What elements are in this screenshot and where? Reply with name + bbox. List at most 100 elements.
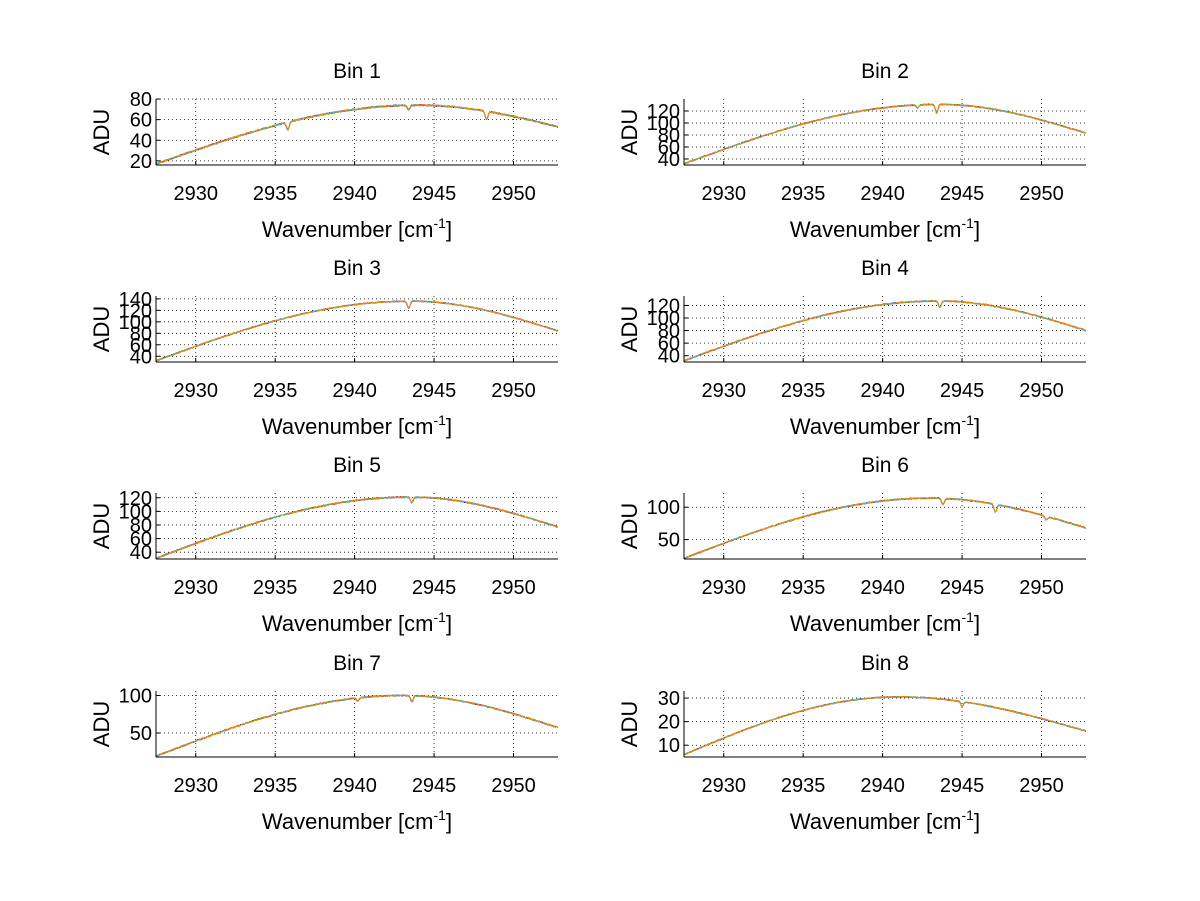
subplot-title: Bin 5	[333, 454, 381, 477]
subplot-title: Bin 4	[861, 257, 909, 280]
x-tick-label: 2935	[781, 775, 826, 797]
y-tick-label: 80	[130, 89, 152, 111]
x-tick-label: 2945	[940, 775, 985, 797]
series-group	[156, 104, 558, 165]
y-tick-label: 60	[658, 333, 680, 355]
x-tick-label: 2935	[253, 577, 298, 599]
subplot-title: Bin 3	[333, 257, 381, 280]
x-tick-label: 2930	[173, 577, 218, 599]
y-tick-label: 40	[130, 542, 152, 564]
x-tick-label: 2935	[253, 183, 298, 205]
axes-background	[156, 493, 558, 559]
x-tick-label: 2945	[412, 775, 457, 797]
axes-background	[684, 296, 1086, 362]
y-tick-label: 50	[658, 530, 680, 552]
subplot-6: 2930 2935 2940 2945 2950 50 100 Bin 6 ADU Wavenum…	[617, 454, 1086, 636]
x-tick-label: 2945	[940, 380, 985, 402]
x-tick-label: 2950	[491, 183, 536, 205]
x-tick-label: 2940	[860, 775, 905, 797]
y-tick-label: 20	[658, 712, 680, 734]
y-tick-label: 40	[658, 149, 680, 171]
y-axis-label: ADU	[617, 306, 642, 352]
x-tick-label: 2935	[781, 380, 826, 402]
x-tick-label: 2930	[173, 775, 218, 797]
x-tick-label: 2950	[1019, 380, 1064, 402]
x-tick-label: 2945	[412, 183, 457, 205]
y-axis-label: ADU	[617, 503, 642, 549]
y-tick-label: 100	[647, 113, 680, 135]
y-tick-label: 40	[658, 346, 680, 368]
y-tick-label: 120	[647, 295, 680, 317]
y-tick-label: 40	[130, 130, 152, 152]
y-tick-label: 60	[130, 110, 152, 132]
series-group	[684, 300, 1086, 362]
y-tick-label: 40	[130, 346, 152, 368]
x-tick-label: 2930	[701, 183, 746, 205]
y-axis-label: ADU	[89, 701, 114, 747]
x-axis-label: Wavenumber [cm-1]	[262, 215, 452, 242]
x-tick-label: 2935	[253, 380, 298, 402]
x-tick-label: 2950	[1019, 183, 1064, 205]
x-axis-label: Wavenumber [cm-1]	[790, 609, 980, 636]
y-axis-label: ADU	[617, 701, 642, 747]
x-tick-label: 2930	[173, 380, 218, 402]
y-tick-label: 80	[658, 321, 680, 343]
subplot-7: 2930 2935 2940 2945 2950 50 100 Bin 7 ADU Wavenum…	[89, 652, 558, 834]
x-tick-label: 2940	[860, 577, 905, 599]
x-tick-label: 2940	[332, 380, 377, 402]
series-line	[684, 103, 1086, 165]
x-axis-label: Wavenumber [cm-1]	[790, 807, 980, 834]
y-tick-label: 50	[130, 723, 152, 745]
y-tick-label: 10	[658, 735, 680, 757]
x-tick-label: 2930	[701, 577, 746, 599]
y-tick-label: 80	[130, 323, 152, 345]
y-tick-label: 60	[130, 529, 152, 551]
x-tick-label: 2945	[940, 183, 985, 205]
series-group	[684, 497, 1086, 559]
y-axis-label: ADU	[89, 109, 114, 155]
x-tick-label: 2935	[781, 577, 826, 599]
x-tick-label: 2940	[860, 380, 905, 402]
x-axis-label: Wavenumber [cm-1]	[790, 215, 980, 242]
x-tick-label: 2950	[1019, 577, 1064, 599]
series-line	[156, 694, 558, 757]
y-tick-label: 100	[647, 308, 680, 330]
x-tick-label: 2940	[332, 577, 377, 599]
y-axis-label: ADU	[89, 503, 114, 549]
axes-background	[684, 99, 1086, 165]
y-axis-label: ADU	[617, 109, 642, 155]
y-tick-label: 60	[130, 335, 152, 357]
x-tick-label: 2945	[412, 577, 457, 599]
x-tick-label: 2950	[1019, 775, 1064, 797]
y-tick-label: 60	[658, 137, 680, 159]
series-group	[156, 496, 558, 559]
y-tick-label: 120	[647, 101, 680, 123]
subplot-title: Bin 2	[861, 60, 909, 83]
subplot-title: Bin 8	[861, 652, 909, 675]
subplot-title: Bin 7	[333, 652, 381, 675]
x-tick-label: 2945	[940, 577, 985, 599]
series-group	[684, 695, 1086, 756]
series-line	[156, 496, 558, 559]
series-line	[684, 695, 1086, 756]
y-tick-label: 20	[130, 151, 152, 173]
x-axis-label: Wavenumber [cm-1]	[262, 412, 452, 439]
series-line	[156, 300, 558, 362]
x-axis-label: Wavenumber [cm-1]	[262, 807, 452, 834]
subplot-title: Bin 6	[861, 454, 909, 477]
x-tick-label: 2930	[173, 183, 218, 205]
series-line	[684, 300, 1086, 361]
subplot-title: Bin 1	[333, 60, 381, 83]
y-tick-label: 100	[647, 497, 680, 519]
x-tick-label: 2940	[332, 775, 377, 797]
y-axis-label: ADU	[89, 306, 114, 352]
x-axis-label: Wavenumber [cm-1]	[262, 609, 452, 636]
x-tick-label: 2950	[491, 577, 536, 599]
